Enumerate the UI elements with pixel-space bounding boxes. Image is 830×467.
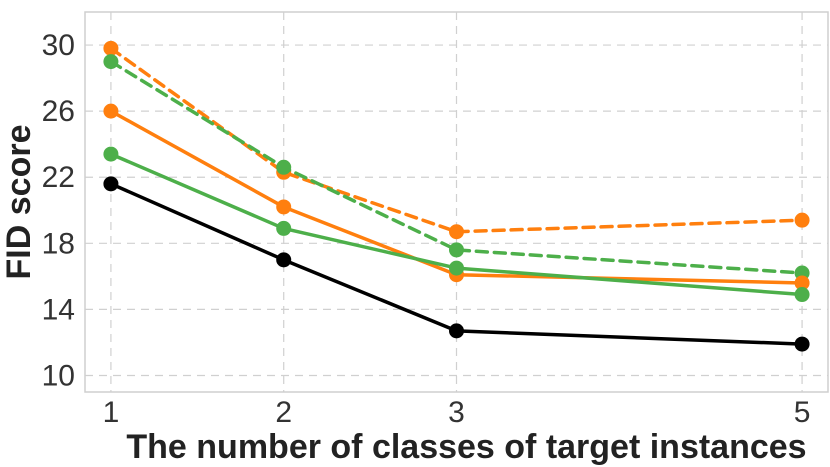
data-point-orange-solid: [276, 199, 292, 215]
data-point-green-solid: [449, 260, 464, 276]
data-point-green-solid: [276, 220, 292, 236]
y-tick-label: 26: [42, 95, 75, 128]
series-black-solid: [103, 176, 810, 352]
x-tick-labels: 1 2 3 5: [103, 396, 811, 429]
series-orange-solid: [103, 103, 810, 291]
y-tick-label: 10: [42, 359, 75, 392]
data-point-green-solid: [103, 146, 119, 162]
series-line-green-dashed: [109, 59, 804, 275]
data-point-orange-solid: [794, 275, 810, 291]
series-layer: [103, 40, 810, 352]
data-point-orange-solid: [103, 103, 119, 119]
data-point-black-solid: [794, 336, 810, 352]
data-point-green-dashed: [103, 54, 119, 70]
series-line-black-solid: [109, 182, 804, 346]
y-tick-label: 18: [42, 227, 75, 260]
data-point-black-solid: [449, 323, 464, 339]
y-tick-labels: 10 14 18 22 26 30: [42, 29, 75, 392]
series-line-orange-dashed: [109, 46, 804, 234]
data-point-green-solid: [794, 287, 810, 303]
series-line-orange-solid: [109, 109, 804, 285]
y-axis-title: FID score: [0, 125, 38, 280]
x-tick-label: 1: [103, 396, 120, 429]
plot-frame: [84, 11, 829, 393]
x-tick-label: 3: [448, 396, 465, 429]
series-line-green-solid: [109, 152, 804, 297]
x-tick-label: 5: [794, 396, 811, 429]
y-tick-label: 14: [42, 293, 75, 326]
y-tick-label: 22: [42, 161, 75, 194]
data-point-black-solid: [103, 176, 119, 192]
y-tick-label: 30: [42, 29, 75, 62]
data-point-green-dashed: [276, 159, 292, 175]
data-point-green-dashed: [449, 242, 464, 258]
data-point-orange-dashed: [794, 212, 810, 228]
data-point-black-solid: [276, 252, 292, 268]
series-green-solid: [103, 146, 810, 303]
data-point-orange-dashed: [103, 40, 119, 56]
x-tick-label: 2: [275, 396, 292, 429]
data-point-orange-dashed: [449, 224, 464, 240]
x-axis-title: The number of classes of target instance…: [126, 428, 806, 466]
